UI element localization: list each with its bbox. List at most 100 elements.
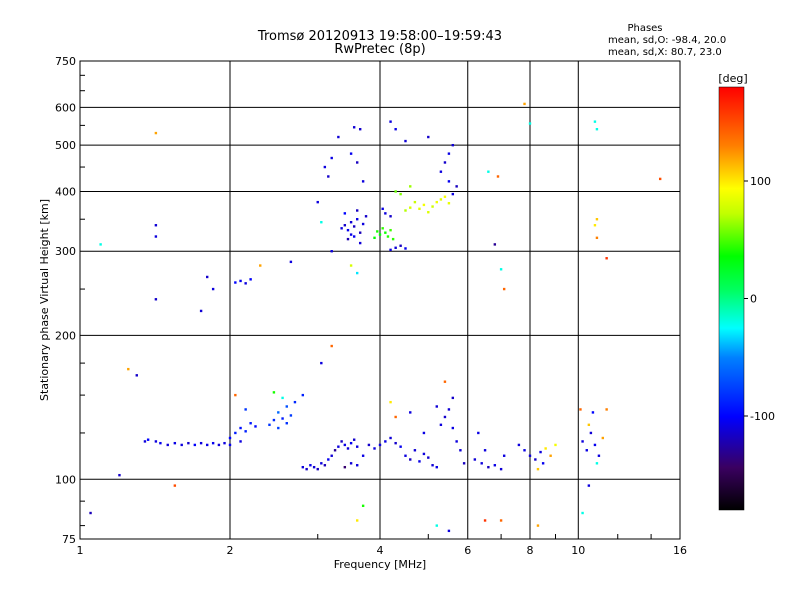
data-point [451, 143, 455, 147]
data-point [394, 246, 397, 249]
data-point [487, 465, 490, 469]
data-point [346, 447, 350, 450]
data-point [447, 202, 451, 205]
data-point [289, 260, 293, 264]
y-tick-label: 500 [55, 139, 76, 152]
data-point [554, 443, 557, 447]
data-point [361, 504, 365, 508]
data-point [502, 287, 506, 291]
data-point [394, 441, 397, 445]
data-point [166, 443, 169, 447]
data-point [378, 443, 382, 447]
data-point [327, 458, 330, 461]
data-point [493, 464, 497, 467]
data-point [228, 443, 232, 447]
data-point [455, 440, 458, 443]
data-point [349, 152, 353, 155]
x-axis-label: Frequency [MHz] [334, 558, 426, 571]
data-point [496, 175, 500, 178]
data-point [593, 120, 597, 123]
data-point [320, 221, 323, 224]
data-point [355, 464, 359, 467]
data-point [427, 211, 430, 214]
data-point [427, 456, 430, 459]
data-point [447, 529, 451, 533]
data-point [435, 200, 438, 204]
data-point [593, 443, 597, 447]
data-point [367, 443, 371, 447]
data-point [358, 231, 362, 234]
data-point [330, 156, 333, 160]
data-point [658, 177, 662, 181]
data-point [595, 218, 599, 221]
data-point [312, 465, 316, 469]
x-tick-label: 16 [673, 544, 687, 557]
data-point [352, 438, 356, 441]
data-point [451, 426, 455, 430]
data-point [389, 215, 392, 218]
data-point [234, 393, 237, 397]
data-point [259, 264, 262, 267]
data-point [373, 447, 376, 450]
data-point [143, 440, 147, 443]
data-point [349, 462, 353, 465]
data-point [381, 207, 384, 211]
data-point [447, 180, 451, 183]
data-point [272, 418, 276, 422]
data-point [301, 465, 305, 469]
data-point [154, 131, 158, 135]
data-point [277, 426, 280, 430]
data-point [389, 248, 392, 252]
data-point [249, 278, 252, 281]
data-point [355, 161, 359, 164]
data-point [205, 443, 209, 447]
data-point [254, 425, 257, 428]
data-point [223, 441, 226, 445]
data-point [523, 449, 526, 452]
data-point [281, 396, 284, 400]
data-point [373, 236, 376, 240]
data-point [239, 440, 242, 443]
data-point [605, 408, 608, 411]
x-tick-label: 10 [571, 544, 585, 557]
data-point [534, 458, 537, 461]
data-point [352, 235, 356, 238]
data-point [277, 411, 280, 414]
data-point [487, 170, 490, 173]
y-tick-label: 750 [55, 55, 76, 68]
data-point [399, 445, 402, 448]
chart-subtitle: RwPretec (8p) [334, 42, 425, 57]
data-point [320, 361, 323, 365]
data-point [447, 152, 451, 155]
data-point [422, 431, 426, 435]
data-point [443, 195, 447, 198]
data-point [337, 445, 340, 448]
data-point [418, 207, 421, 211]
data-point [355, 209, 359, 212]
data-point [455, 185, 458, 188]
data-point [404, 139, 407, 143]
data-point [211, 287, 215, 291]
data-point [316, 467, 319, 471]
data-point [499, 467, 503, 471]
data-point [330, 250, 333, 253]
legend-title: Phases [627, 23, 662, 34]
data-point [343, 443, 347, 447]
data-point [239, 279, 242, 283]
data-point [435, 405, 438, 408]
data-point [239, 426, 242, 430]
data-point [305, 467, 308, 471]
data-point [358, 241, 362, 245]
data-point [443, 415, 447, 419]
data-point [418, 460, 421, 463]
data-point [285, 422, 288, 425]
data-point [597, 454, 601, 457]
data-point [541, 462, 545, 465]
data-point [591, 411, 595, 414]
x-tick-label: 4 [377, 544, 384, 557]
data-point [135, 374, 138, 377]
data-point [234, 431, 237, 435]
data-point [154, 224, 158, 227]
data-point [343, 212, 347, 215]
data-point [249, 422, 252, 425]
